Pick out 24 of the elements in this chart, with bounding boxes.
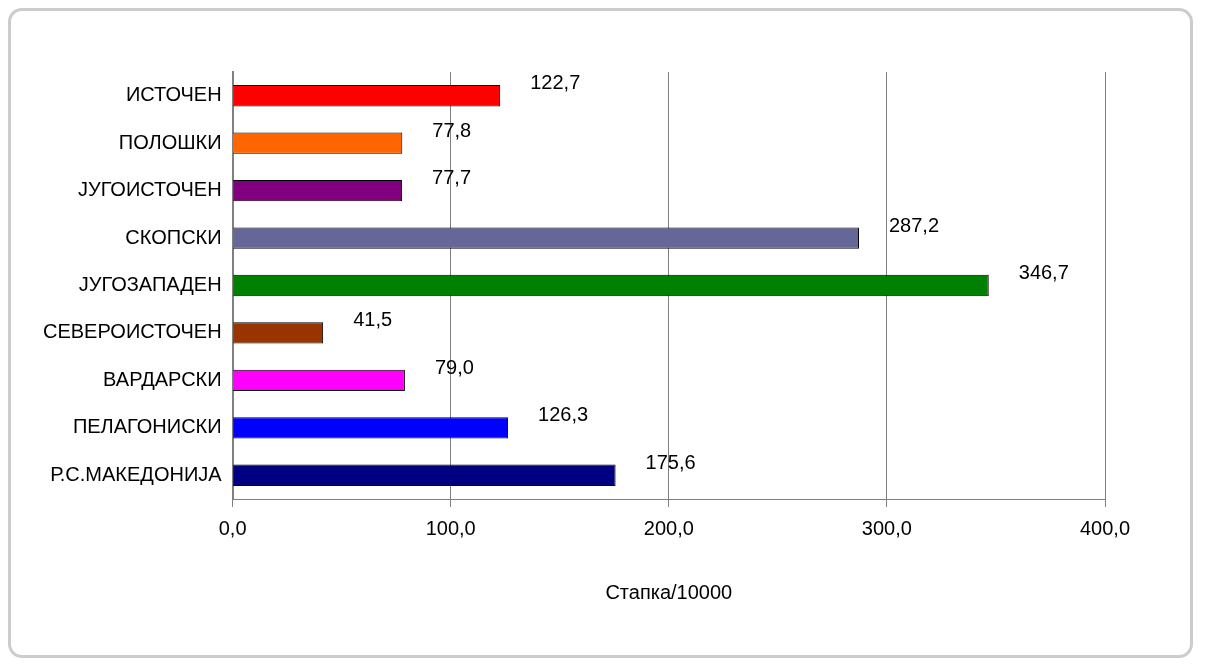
data-label: 122,7: [530, 71, 581, 94]
y-tick-label: ЈУГОИСТОЧЕН: [77, 178, 222, 201]
x-tick-label: 300,0: [861, 516, 912, 539]
data-label: 41,5: [353, 308, 393, 331]
data-label: 126,3: [538, 403, 589, 426]
y-tick-label: СКОПСКИ: [125, 225, 222, 248]
x-tick-label: 400,0: [1079, 516, 1131, 539]
x-tick-label: 200,0: [643, 516, 694, 539]
x-tick-label: 100,0: [425, 516, 476, 539]
y-tick-label: ПОЛОШКИ: [118, 130, 222, 153]
x-tick-label: 0,0: [218, 516, 247, 539]
x-axis-title: Стапка/10000: [605, 580, 733, 603]
data-label: 77,7: [432, 166, 472, 189]
y-tick-label: ЈУГОЗАПАДЕН: [78, 273, 222, 296]
y-tick-label: ВАРДАРСКИ: [103, 367, 222, 390]
y-tick-label: СЕВЕРОИСТОЧЕН: [43, 320, 222, 343]
data-label: 175,6: [645, 450, 696, 473]
y-tick-label: ПЕЛАГОНИСКИ: [72, 415, 222, 438]
data-label: 79,0: [434, 355, 474, 378]
y-tick-label: ИСТОЧЕН: [125, 83, 222, 106]
data-label: 77,8: [432, 118, 472, 141]
data-label: 287,2: [888, 213, 940, 236]
y-tick-label: Р.С.МАКЕДОНИЈА: [50, 462, 223, 485]
data-label: 346,7: [1018, 261, 1069, 284]
